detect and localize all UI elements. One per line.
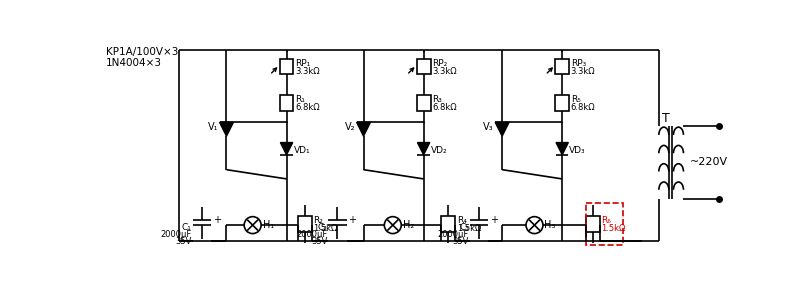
Text: R₂: R₂	[313, 217, 323, 225]
Text: T: T	[662, 111, 669, 125]
Text: H₂: H₂	[403, 220, 414, 230]
Text: VD₃: VD₃	[569, 146, 586, 155]
Text: 6.8kΩ: 6.8kΩ	[571, 103, 595, 112]
Polygon shape	[417, 143, 430, 155]
Text: 2000μF: 2000μF	[296, 230, 327, 239]
Text: C₁: C₁	[182, 223, 192, 232]
Text: +: +	[490, 215, 498, 225]
Text: R₆: R₆	[602, 217, 612, 225]
Text: H₃: H₃	[544, 220, 556, 230]
Text: C₃: C₃	[459, 223, 469, 232]
Text: 6.8kΩ: 6.8kΩ	[295, 103, 320, 112]
Text: C₂: C₂	[318, 223, 327, 232]
Text: 1.5kΩ: 1.5kΩ	[457, 224, 481, 233]
Text: V₁: V₁	[207, 122, 218, 132]
Text: V₂: V₂	[344, 122, 355, 132]
Bar	[441, 216, 455, 232]
Text: VD₁: VD₁	[293, 146, 310, 155]
Bar	[298, 216, 312, 232]
Text: H₁: H₁	[262, 220, 274, 230]
Bar	[586, 216, 600, 232]
Text: 6.8kΩ: 6.8kΩ	[432, 103, 457, 112]
Bar	[279, 59, 293, 74]
Polygon shape	[356, 122, 370, 136]
Text: 1N4004×3: 1N4004×3	[105, 58, 161, 68]
Text: +: +	[212, 215, 220, 225]
Text: 35V: 35V	[453, 237, 469, 246]
Text: VD₂: VD₂	[431, 146, 447, 155]
Text: R₅: R₅	[571, 95, 581, 104]
Text: ~220V: ~220V	[690, 157, 728, 167]
Text: 35V: 35V	[311, 237, 327, 246]
Bar	[586, 203, 623, 245]
Polygon shape	[220, 122, 233, 136]
Text: 1.5kΩ: 1.5kΩ	[313, 224, 338, 233]
Text: RP₃: RP₃	[571, 59, 586, 68]
Bar	[416, 59, 431, 74]
Bar	[279, 95, 293, 111]
Polygon shape	[495, 122, 509, 136]
Text: R₃: R₃	[432, 95, 442, 104]
Text: 1.5kΩ: 1.5kΩ	[602, 224, 626, 233]
Bar	[556, 95, 569, 111]
Text: RP₂: RP₂	[432, 59, 447, 68]
Text: 2000μF: 2000μF	[437, 230, 469, 239]
Text: R₁: R₁	[295, 95, 305, 104]
Text: 3.3kΩ: 3.3kΩ	[432, 67, 457, 76]
Text: RP₁: RP₁	[295, 59, 310, 68]
Text: +: +	[348, 215, 356, 225]
Text: R₄: R₄	[457, 217, 467, 225]
Text: 35V: 35V	[176, 237, 192, 246]
Polygon shape	[556, 143, 569, 155]
Polygon shape	[280, 143, 292, 155]
Text: KP1A/100V×3: KP1A/100V×3	[105, 47, 178, 57]
Text: 3.3kΩ: 3.3kΩ	[295, 67, 320, 76]
Bar	[556, 59, 569, 74]
Text: 2000μF: 2000μF	[160, 230, 192, 239]
Text: 3.3kΩ: 3.3kΩ	[571, 67, 595, 76]
Text: V₃: V₃	[483, 122, 493, 132]
Bar	[416, 95, 431, 111]
